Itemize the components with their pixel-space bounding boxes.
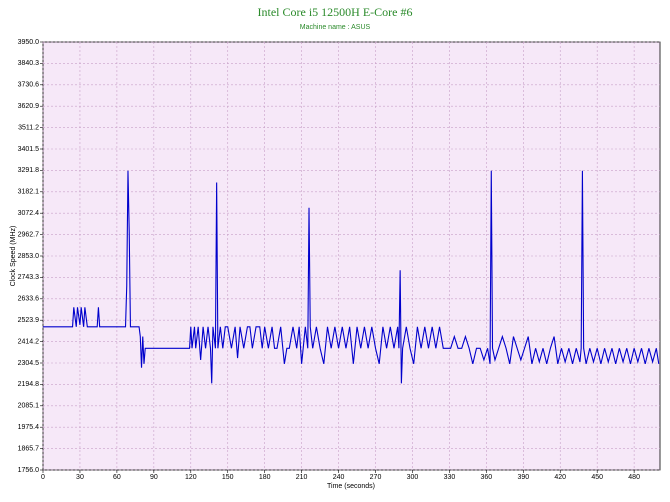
x-tick-label: 90 [150,474,158,481]
x-tick-label: 480 [628,474,640,481]
y-tick-label: 3950.0 [18,39,40,46]
y-tick-label: 1756.0 [18,467,40,474]
y-tick-label: 1865.7 [18,445,40,452]
line-series [43,170,660,384]
chart-title: Intel Core i5 12500H E-Core #6 [258,5,413,19]
x-tick-label: 30 [76,474,84,481]
y-tick-label: 1975.4 [18,424,40,431]
x-tick-label: 0 [41,474,45,481]
x-tick-label: 240 [333,474,345,481]
y-tick-label: 3511.2 [18,124,39,131]
x-tick-label: 180 [259,474,271,481]
y-tick-label: 2194.8 [18,381,40,388]
x-tick-label: 360 [481,474,493,481]
y-axis-label: Clock Speed (MHz) [10,226,17,287]
y-tick-label: 3072.4 [18,210,40,217]
y-tick-label: 3730.6 [18,82,40,89]
y-tick-label: 3620.9 [18,103,40,110]
x-tick-label: 300 [407,474,419,481]
y-tick-label: 2962.7 [18,231,40,238]
y-tick-label: 2414.2 [18,338,40,345]
y-tick-label: 3840.3 [18,60,40,67]
x-tick-label: 450 [591,474,603,481]
y-tick-label: 2853.0 [18,253,40,260]
x-tick-label: 330 [444,474,456,481]
x-axis-label: Time (seconds) [327,483,375,490]
y-tick-label: 3401.5 [18,146,40,153]
x-tick-label: 60 [113,474,121,481]
y-tick-label: 3291.8 [18,167,40,174]
y-tick-label: 2304.5 [18,360,40,367]
y-tick-label: 2743.3 [18,274,40,281]
y-tick-label: 3182.1 [18,189,40,196]
y-tick-label: 2633.6 [18,296,40,303]
y-tick-label: 2523.9 [18,317,40,324]
x-tick-label: 120 [185,474,197,481]
x-tick-label: 270 [370,474,382,481]
x-tick-label: 150 [222,474,234,481]
x-tick-label: 390 [517,474,529,481]
x-tick-label: 210 [296,474,308,481]
chart-subtitle: Machine name : ASUS [300,24,371,31]
x-tick-label: 420 [554,474,566,481]
y-tick-label: 2085.1 [18,403,40,410]
